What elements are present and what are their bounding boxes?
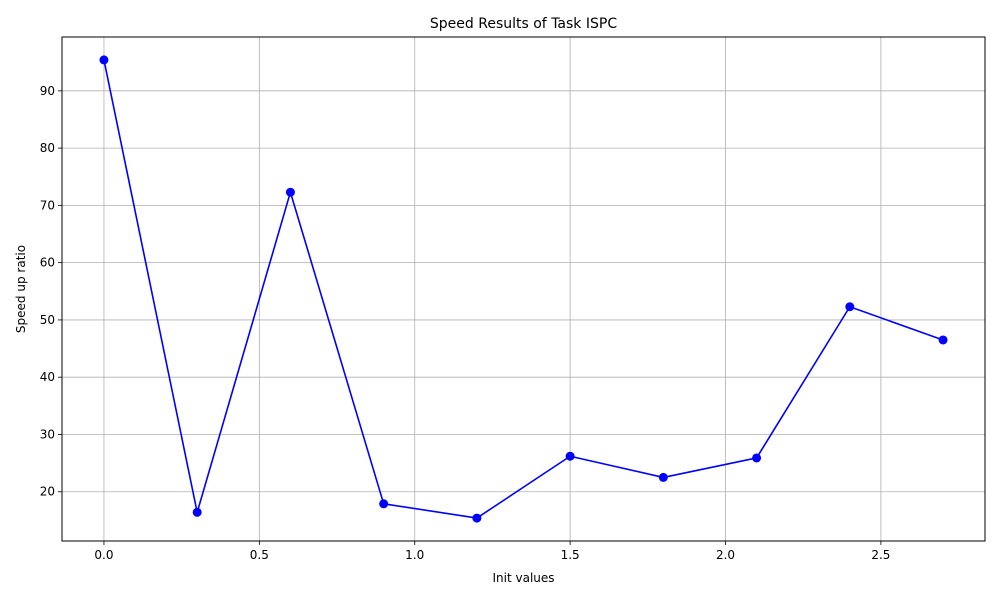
data-point — [379, 499, 389, 509]
y-axis: 20 30 40 50 60 70 80 90 — [40, 84, 62, 499]
y-tick-label: 60 — [40, 256, 55, 270]
y-tick-label: 30 — [40, 427, 55, 441]
y-axis-title: Speed up ratio — [14, 245, 28, 333]
data-point — [752, 453, 762, 463]
series-layer — [99, 55, 948, 523]
chart-title: Speed Results of Task ISPC — [430, 16, 617, 32]
x-tick-label: 2.0 — [716, 548, 735, 562]
data-point — [938, 335, 948, 345]
data-point — [845, 302, 855, 312]
data-point — [285, 187, 295, 197]
y-tick-label: 40 — [40, 370, 55, 384]
x-tick-label: 0.5 — [250, 548, 269, 562]
grid — [62, 37, 985, 541]
y-tick-label: 50 — [40, 313, 55, 327]
y-tick-label: 70 — [40, 198, 55, 212]
y-tick-label: 20 — [40, 485, 55, 499]
data-point — [565, 451, 575, 461]
x-tick-label: 1.5 — [561, 548, 580, 562]
plot-frame — [61, 36, 986, 542]
data-point — [472, 513, 482, 523]
series-line — [103, 59, 944, 519]
data-point — [192, 507, 202, 517]
x-tick-label: 1.0 — [405, 548, 424, 562]
data-point — [99, 55, 109, 65]
x-tick-label: 2.5 — [871, 548, 890, 562]
x-axis-title: Init values — [492, 571, 554, 585]
y-tick-label: 80 — [40, 141, 55, 155]
x-tick-label: 0.0 — [94, 548, 113, 562]
y-tick-label: 90 — [40, 84, 55, 98]
data-point — [658, 472, 668, 482]
x-axis: 0.0 0.5 1.0 1.5 2.0 2.5 — [94, 541, 890, 562]
